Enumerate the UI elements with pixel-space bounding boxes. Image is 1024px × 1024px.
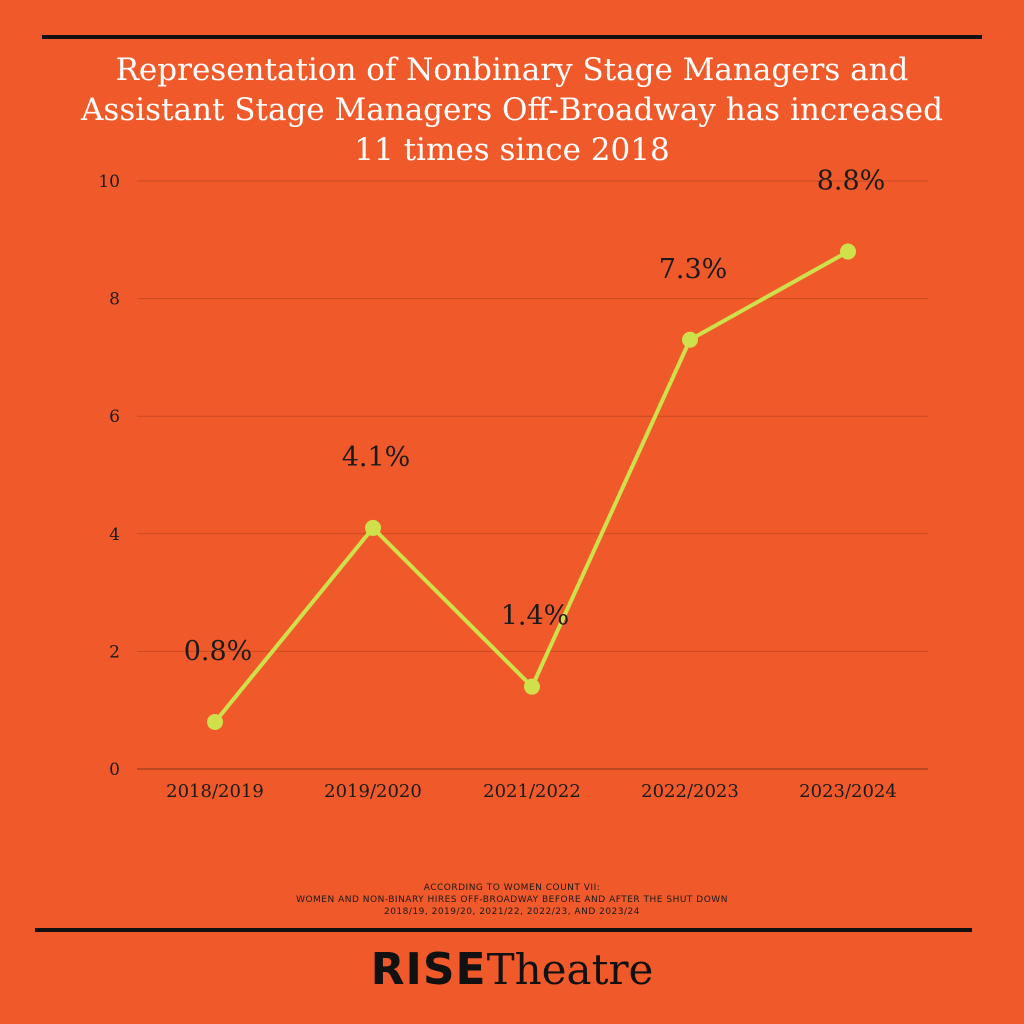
series [207,243,856,730]
x-tick-label: 2019/2020 [324,781,422,802]
x-axis: 2018/2019 2019/2020 2021/2022 2022/2023 2023… [166,781,897,802]
data-point [365,519,381,536]
data-label: 0.8% [184,636,253,667]
brand-logo-light: Theatre [486,945,654,994]
y-tick-label: 8 [109,290,120,310]
x-tick-label: 2018/2019 [166,781,264,802]
brand-logo-bold: RISE [370,944,487,995]
data-point [207,713,223,730]
source-line-1: ACCORDING TO WOMEN COUNT VII: [423,883,601,893]
y-tick-label: 2 [109,642,120,662]
y-tick-label: 0 [109,760,120,780]
y-tick-label: 10 [98,172,120,192]
top-divider [42,35,982,39]
y-tick-label: 6 [109,407,120,427]
data-labels: 0.8% 4.1% 1.4% 7.3% 8.8% [184,166,886,667]
x-tick-label: 2022/2023 [641,781,739,802]
brand-logo: RISETheatre [0,944,1024,995]
source-note: ACCORDING TO WOMEN COUNT VII: WOMEN AND … [162,882,862,918]
source-line-2: WOMEN AND NON-BINARY HIRES OFF-BROADWAY … [296,895,728,905]
y-tick-label: 4 [109,525,120,545]
y-axis: 0 2 4 6 8 10 [98,172,120,780]
grid-lines [137,180,928,770]
data-point [524,678,540,695]
data-point [840,243,856,260]
data-label: 4.1% [342,442,411,473]
data-label: 7.3% [659,254,728,285]
data-label: 1.4% [501,601,570,632]
data-point [682,331,698,348]
x-tick-label: 2023/2024 [799,781,897,802]
bottom-divider [35,928,972,932]
chart-title: Representation of Nonbinary Stage Manage… [81,52,943,168]
source-line-3: 2018/19, 2019/20, 2021/22, 2022/23, AND … [383,907,640,917]
data-label: 8.8% [817,166,886,197]
x-tick-label: 2021/2022 [483,781,581,802]
